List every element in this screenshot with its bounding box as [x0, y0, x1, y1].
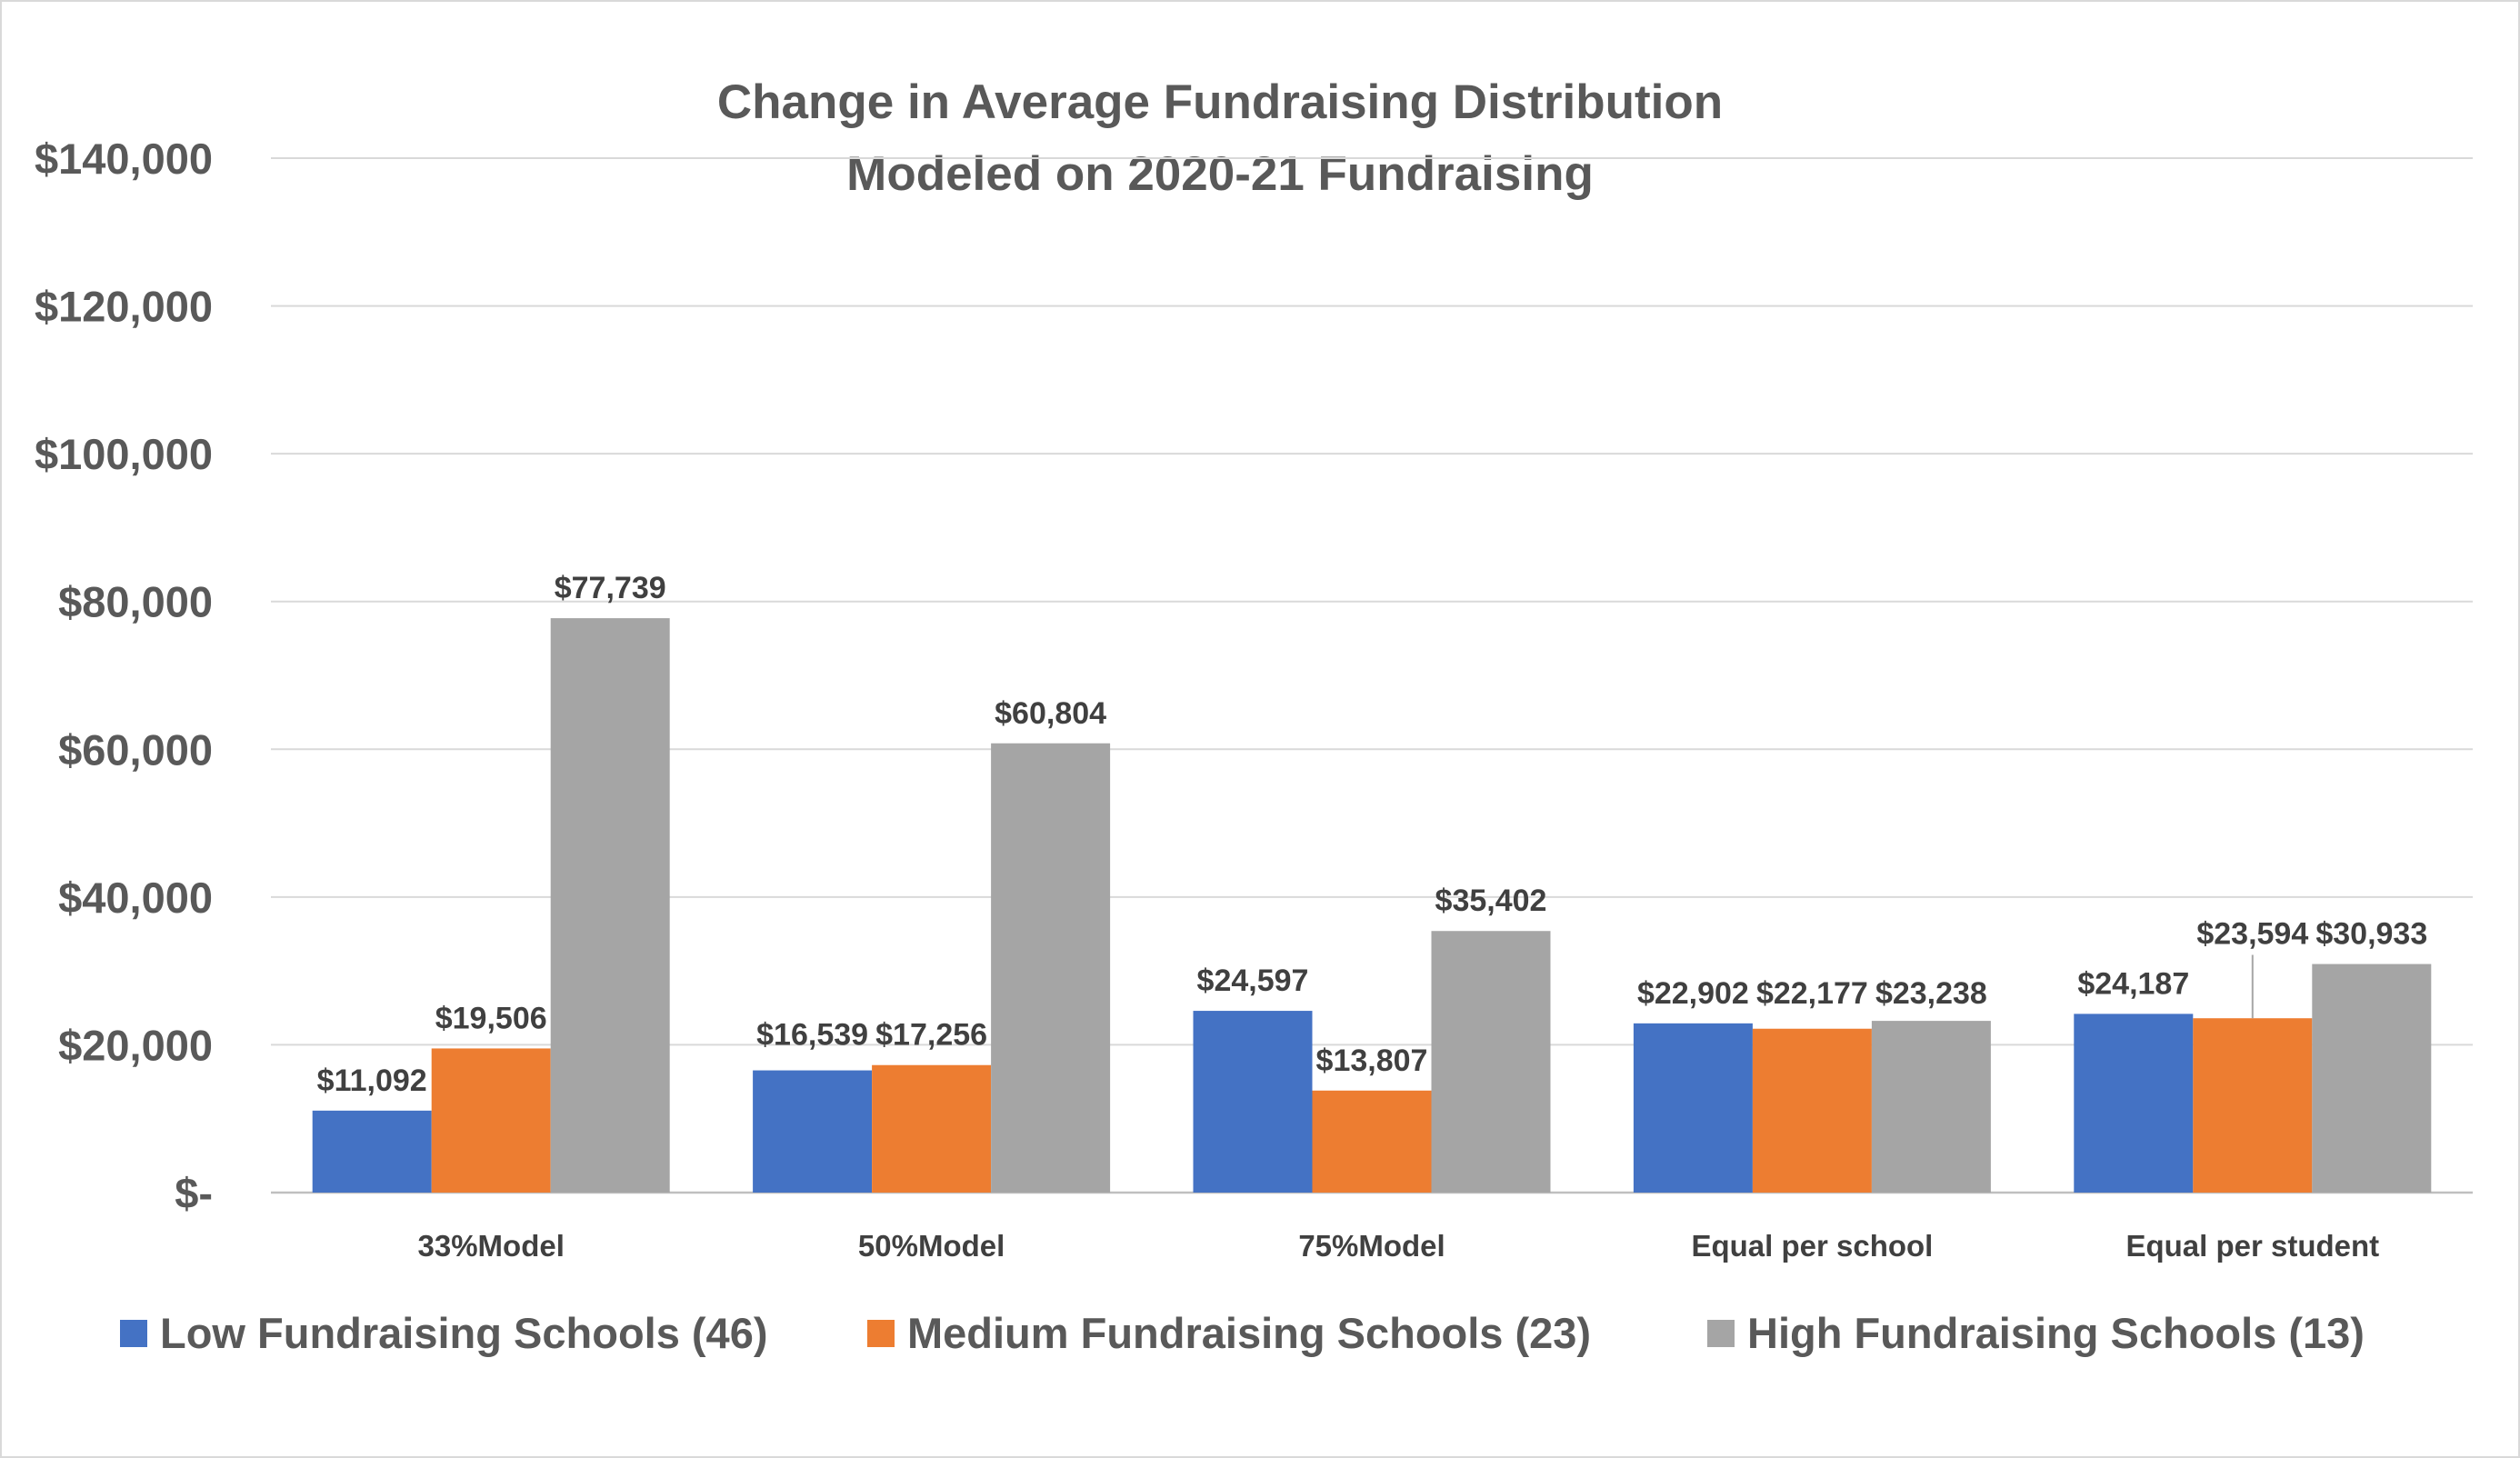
bar [550, 618, 670, 1193]
data-label: $60,804 [995, 696, 1106, 731]
data-label: $13,807 [1316, 1044, 1428, 1078]
y-tick-label: $20,000 [58, 1021, 213, 1069]
y-tick-label: $120,000 [35, 283, 213, 331]
legend-swatch [120, 1320, 147, 1347]
bar [2074, 1014, 2194, 1193]
bar [991, 743, 1111, 1193]
bar [1633, 1023, 1753, 1193]
chart-title-line: Change in Average Fundraising Distributi… [717, 75, 1723, 129]
y-tick-label: $- [175, 1169, 213, 1217]
legend-swatch [867, 1320, 895, 1347]
y-tick-label: $60,000 [58, 725, 213, 774]
data-label: $24,187 [2077, 966, 2189, 1001]
data-label: $17,256 [875, 1018, 987, 1053]
bar [1312, 1090, 1432, 1193]
y-axis-ticks: $- $20,000 $40,000 $60,000 $80,000 $100,000 $1… [35, 135, 213, 1217]
x-tick-label: 75%Model [1298, 1229, 1445, 1263]
bar [2193, 1018, 2313, 1193]
bar [431, 1048, 551, 1193]
chart-title: Change in Average Fundraising Distributi… [717, 75, 1723, 201]
chart-title-line: Modeled on 2020-21 Fundraising [846, 147, 1594, 201]
x-tick-label: Equal per school [1691, 1229, 1933, 1263]
data-label: $19,506 [435, 1001, 547, 1035]
legend: Low Fundraising Schools (46) Medium Fundr… [120, 1309, 2365, 1357]
data-label: $22,177 [1756, 976, 1868, 1011]
bar [1193, 1011, 1313, 1193]
data-label: $11,092 [317, 1064, 427, 1098]
bar [1871, 1021, 1991, 1193]
x-axis-ticks: 33%Model 50%Model 75%Model Equal per school… [418, 1229, 2380, 1263]
bar [2312, 964, 2432, 1193]
y-tick-label: $40,000 [58, 874, 213, 922]
legend-label: Medium Fundraising Schools (23) [907, 1309, 1591, 1357]
data-label: $24,597 [1197, 964, 1309, 998]
bars [312, 618, 2432, 1193]
y-tick-label: $100,000 [35, 430, 213, 478]
data-label: $22,902 [1637, 976, 1749, 1011]
bar [872, 1064, 992, 1193]
y-tick-label: $80,000 [58, 578, 213, 626]
data-label: $23,238 [1875, 976, 1987, 1011]
data-label: $77,739 [555, 571, 666, 605]
legend-label: High Fundraising Schools (13) [1747, 1309, 2365, 1357]
bar [312, 1110, 432, 1193]
bar [753, 1070, 873, 1193]
x-tick-label: 50%Model [858, 1229, 1005, 1263]
data-labels: $11,092$19,506 $77,739 $16,539 $17,256 $60,8… [317, 571, 2428, 1098]
bar [1752, 1028, 1872, 1193]
bar [1431, 931, 1551, 1193]
x-tick-label: Equal per student [2125, 1229, 2379, 1263]
legend-label: Low Fundraising Schools (46) [160, 1309, 768, 1357]
data-label: $35,402 [1435, 884, 1547, 918]
y-tick-label: $140,000 [35, 135, 213, 183]
data-label: $16,539 [756, 1018, 868, 1053]
data-label: $23,594 [2196, 917, 2308, 952]
legend-swatch [1707, 1320, 1735, 1347]
x-tick-label: 33%Model [418, 1229, 565, 1263]
data-label: $30,933 [2315, 917, 2427, 952]
